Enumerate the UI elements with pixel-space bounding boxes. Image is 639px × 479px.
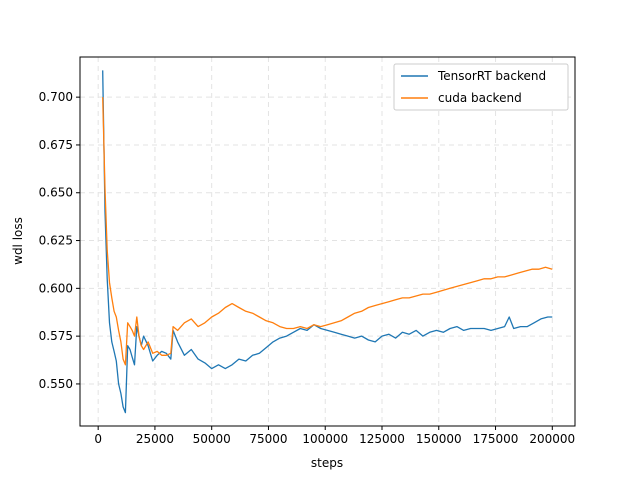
legend-label-tensorrt: TensorRT backend: [437, 69, 546, 83]
y-tick-label: 0.550: [39, 377, 73, 391]
grid: [80, 57, 575, 426]
y-tick-label: 0.700: [39, 90, 73, 104]
y-axis: 0.550 0.575 0.600 0.625 0.650 0.675 0.700: [39, 90, 80, 391]
x-tick-label: 75000: [249, 432, 287, 446]
legend-box: [393, 63, 569, 111]
x-tick-label: 100000: [302, 432, 348, 446]
y-tick-label: 0.575: [39, 329, 73, 343]
series-line: [102, 70, 553, 414]
y-tick-label: 0.625: [39, 234, 73, 248]
y-tick-label: 0.675: [39, 138, 73, 152]
x-tick-label: 150000: [416, 432, 462, 446]
x-tick-label: 200000: [529, 432, 575, 446]
y-tick-label: 0.600: [39, 281, 73, 295]
series-0: [102, 70, 553, 414]
x-tick-label: 175000: [473, 432, 519, 446]
series-1: [102, 97, 553, 366]
series-line: [102, 97, 553, 366]
x-axis-label: steps: [311, 456, 343, 470]
x-axis: 0 25000 50000 75000 100000 125000 150000 175000…: [94, 426, 575, 446]
y-axis-label: wdl loss: [11, 217, 25, 265]
plot-frame: [79, 56, 576, 427]
x-tick-label: 125000: [359, 432, 405, 446]
legend: TensorRT backend cuda backend: [393, 63, 569, 111]
x-tick-label: 25000: [136, 432, 174, 446]
series-layer: [102, 70, 553, 414]
x-tick-label: 0: [94, 432, 102, 446]
y-tick-label: 0.650: [39, 186, 73, 200]
x-tick-label: 50000: [193, 432, 231, 446]
legend-label-cuda: cuda backend: [438, 91, 522, 105]
